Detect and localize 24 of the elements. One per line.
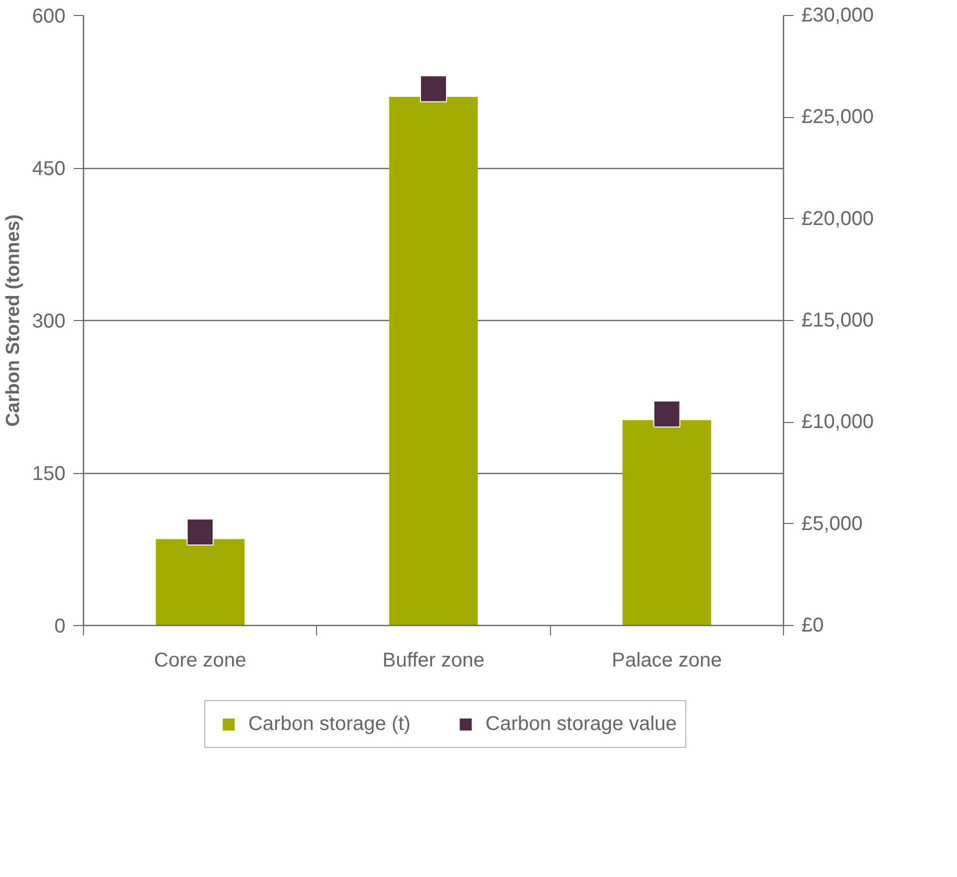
x-tick-label: Buffer zone <box>382 650 484 672</box>
bar <box>156 539 244 626</box>
bar <box>622 420 712 626</box>
y-tick-label: 300 <box>32 310 66 332</box>
y2-tick-label: £0 <box>802 614 824 636</box>
y-tick-label: 600 <box>32 6 66 28</box>
legend-label: Carbon storage (t) <box>248 712 411 736</box>
point <box>420 75 447 102</box>
y-tick-label: 450 <box>32 158 66 180</box>
x-tick-label: Palace zone <box>612 650 722 672</box>
legend-label: Carbon storage value <box>486 712 677 736</box>
y-tick-label: 150 <box>32 463 66 485</box>
point <box>186 518 214 546</box>
y2-tick-label: £15,000 <box>802 310 874 332</box>
y2-tick-label: £20,000 <box>802 208 874 230</box>
y2-tick-label: £30,000 <box>802 4 874 26</box>
y2-tick-label: £5,000 <box>802 512 863 535</box>
bar <box>389 96 478 626</box>
point <box>653 400 680 428</box>
y-tick-label: 0 <box>54 616 66 638</box>
y-axis-title: Carbon Stored (tonnes) <box>3 214 24 427</box>
y2-tick-label: £10,000 <box>802 411 874 434</box>
y2-tick-label: £25,000 <box>802 106 874 128</box>
x-tick-label: Core zone <box>154 650 246 672</box>
